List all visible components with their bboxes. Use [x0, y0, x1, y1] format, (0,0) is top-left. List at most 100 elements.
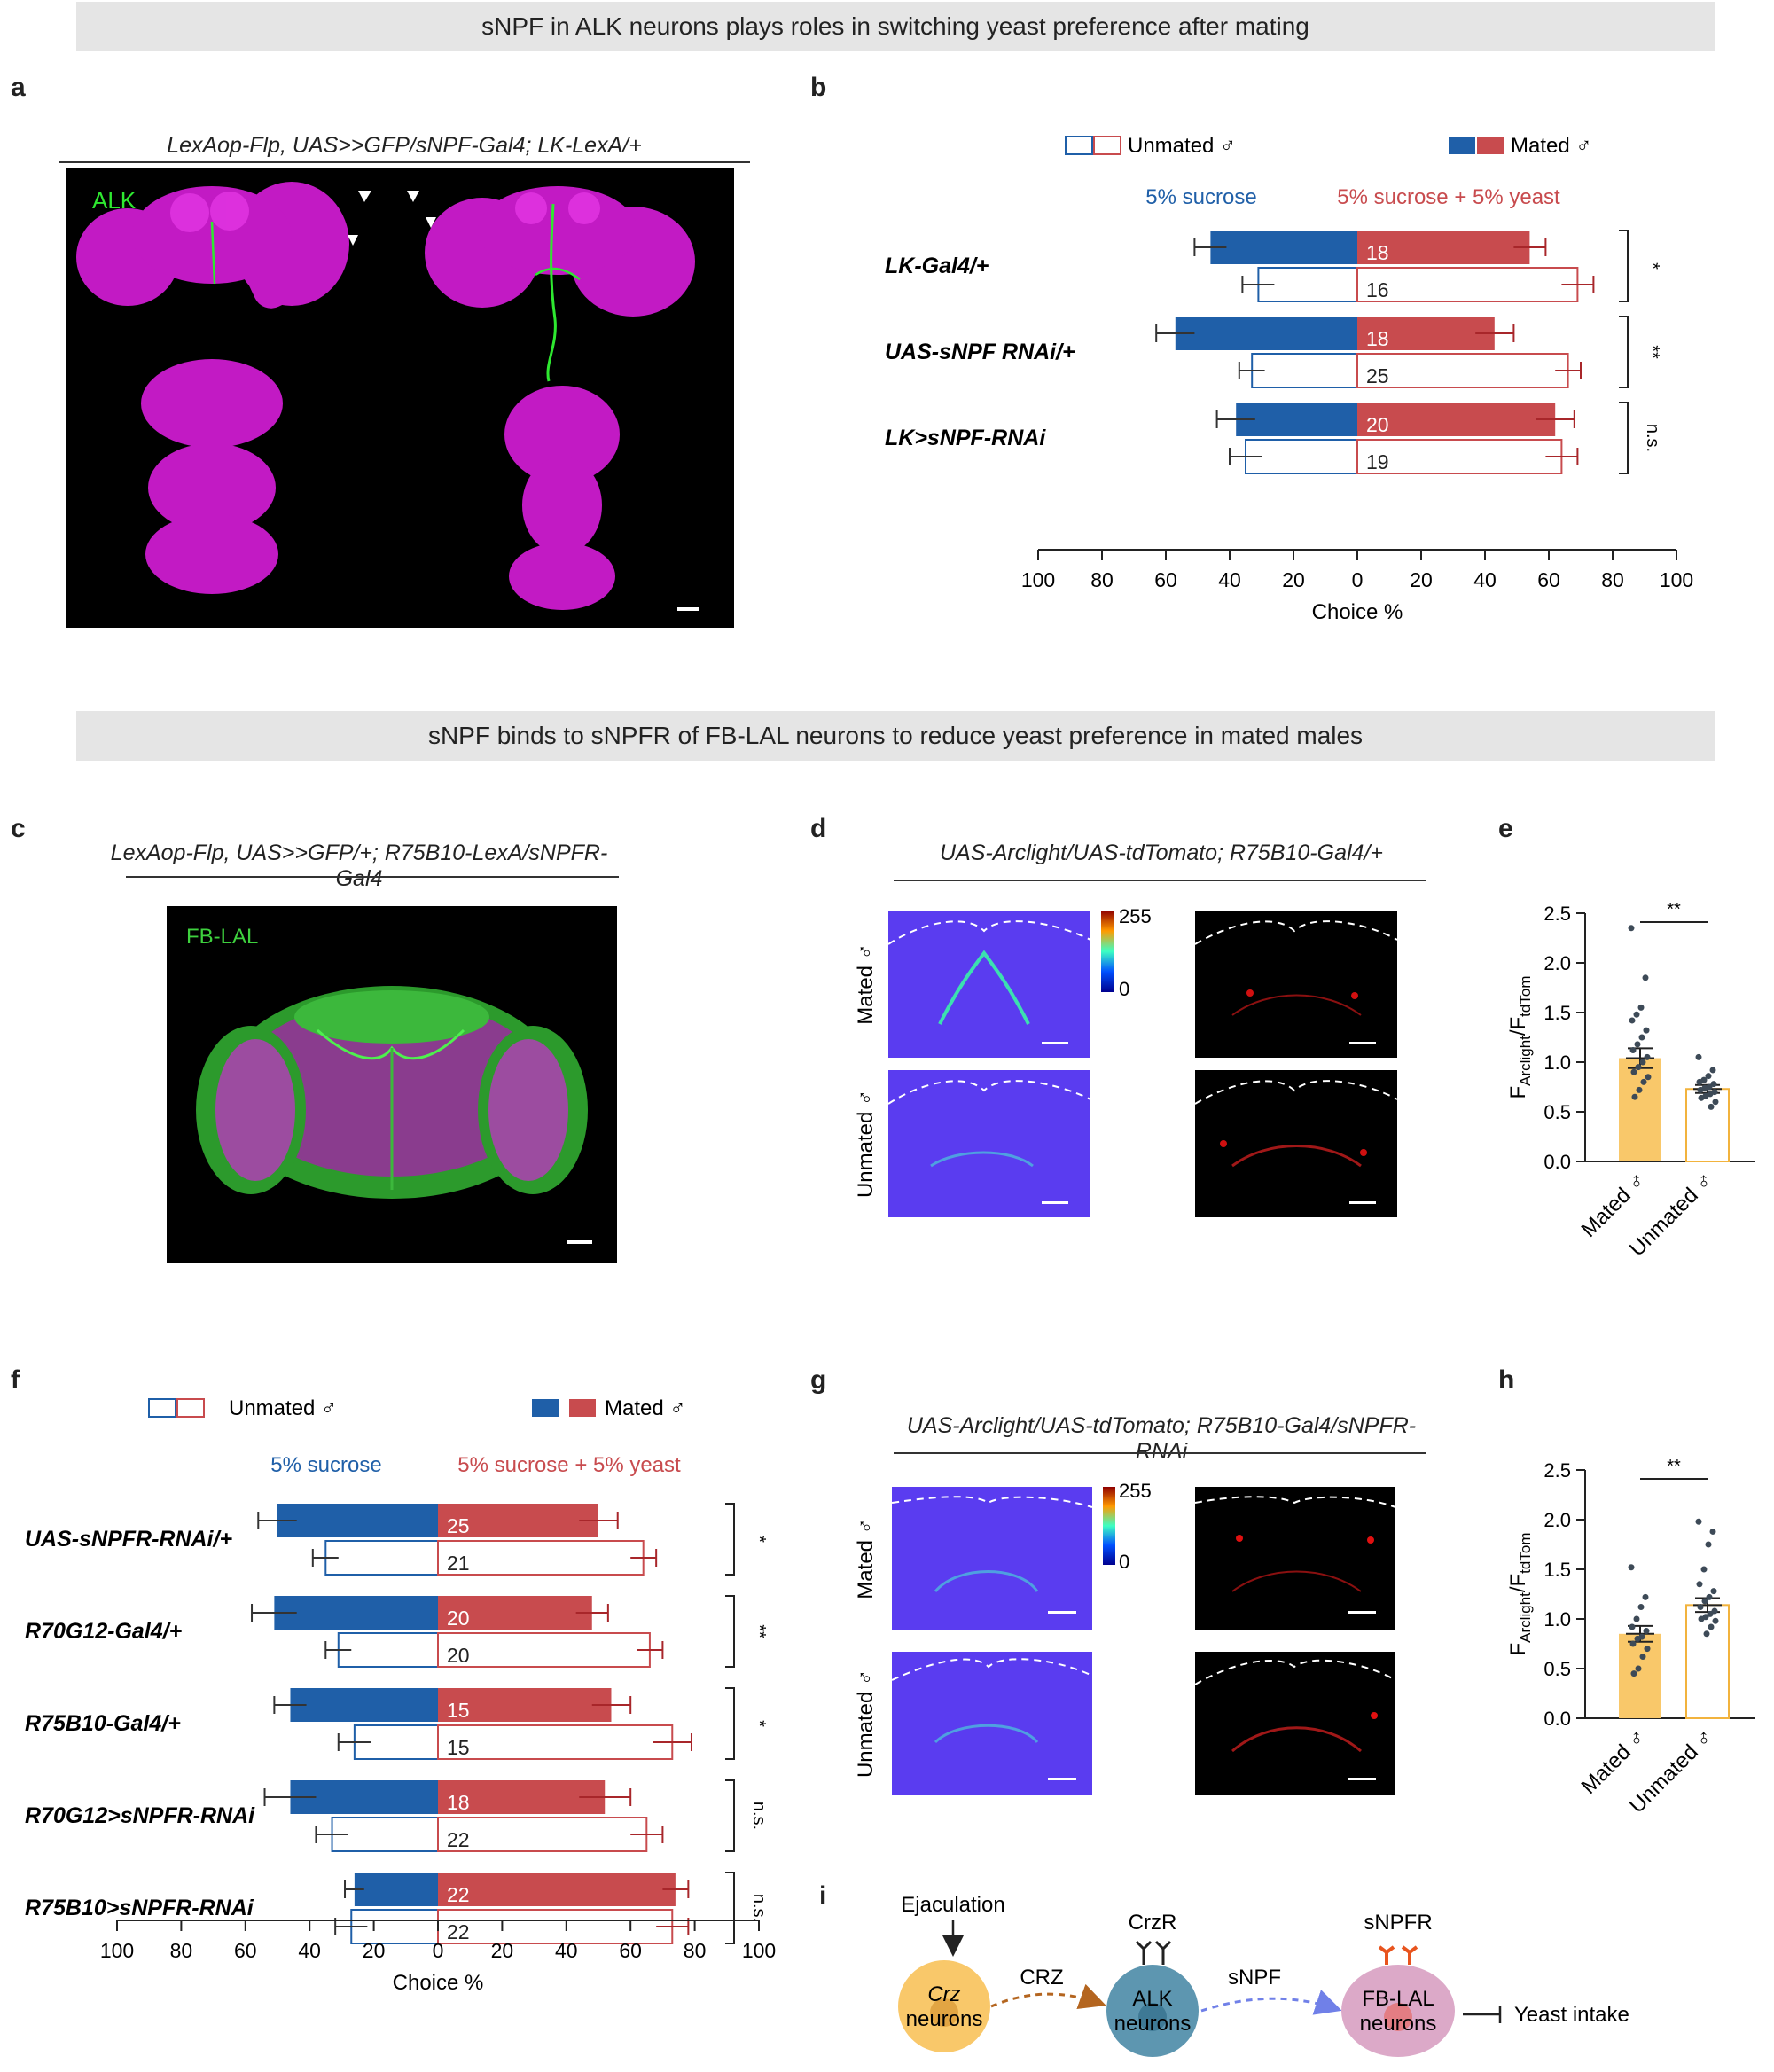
- y-tick-label: 2.5: [1543, 903, 1571, 925]
- group-label: LK-Gal4/+: [885, 254, 989, 278]
- y-tick-label: 2.0: [1543, 1509, 1571, 1531]
- data-point: [1642, 974, 1649, 981]
- panel-i-diagram: Ejaculation Crz neurons CRZ CrzR ALK neu…: [898, 1893, 1629, 2057]
- panel-g-row-mated: Mated ♂: [854, 1518, 878, 1599]
- alk-neurons-label: neurons: [1114, 2012, 1192, 2036]
- y-axis-label-part: /F: [1506, 1574, 1530, 1592]
- snpf-arrow: [1200, 1990, 1342, 2015]
- data-point: [1706, 1593, 1713, 1600]
- snpfr-label: sNPFR: [1364, 1911, 1432, 1935]
- panel-g-tdtomato-mated: [1194, 1487, 1396, 1630]
- panel-g-images: 255 0 Mated ♂ Unmated ♂: [854, 1480, 1396, 1795]
- y-axis-label: FArclight/FtdTom: [1506, 976, 1534, 1099]
- significance-bracket: [725, 1779, 735, 1852]
- unmated-sucrose-bar: [1257, 267, 1358, 302]
- legend-mated-label: Mated ♂: [605, 1396, 685, 1420]
- mated-n-label: 22: [447, 1883, 470, 1906]
- significance-label: **: [749, 1624, 769, 1638]
- panel-d-row-unmated: Unmated ♂: [854, 1090, 878, 1198]
- panel-d-pseudocolor-unmated: [887, 1070, 1091, 1217]
- x-tick-label: 40: [1473, 568, 1497, 591]
- fblal-label: FB-LAL: [1362, 1987, 1434, 2011]
- panel-a-label: ALK: [92, 187, 137, 214]
- legend-unmated-red-swatch: [1093, 136, 1121, 155]
- significance-label: **: [1643, 345, 1662, 359]
- mated-sucrose-bar: [354, 1873, 438, 1906]
- bar-unmated: [1685, 1088, 1730, 1162]
- panel-g-cbar-max: 255: [1119, 1480, 1152, 1502]
- x-tick-label: 40: [298, 1939, 321, 1962]
- x-tick-label: 0: [433, 1939, 444, 1962]
- y-tick-label: 2.5: [1543, 1459, 1571, 1482]
- data-point: [1629, 1047, 1637, 1054]
- yeast-intake-label: Yeast intake: [1514, 2003, 1629, 2027]
- data-point: [1639, 1059, 1646, 1066]
- data-point: [1695, 1518, 1702, 1525]
- panel-d-rule: [894, 880, 1426, 881]
- mated-n-label: 18: [1366, 327, 1389, 350]
- mated-yeast-bar: [1357, 317, 1495, 350]
- panel-g-pseudocolor-unmated: [891, 1652, 1093, 1795]
- panel-c-title: LexAop-Flp, UAS>>GFP/+; R75B10-LexA/sNPF…: [110, 841, 608, 891]
- unmated-yeast-bar: [437, 1724, 674, 1760]
- panel-d-colorbar: [1101, 911, 1114, 992]
- data-point: [1644, 1646, 1651, 1653]
- data-point: [1698, 1094, 1705, 1101]
- legend-mated-label: Mated ♂: [1511, 134, 1591, 158]
- significance-bracket: [725, 1595, 735, 1668]
- panel-d-row-mated: Mated ♂: [854, 943, 878, 1024]
- x-tick-label: 80: [1090, 568, 1114, 591]
- fblal-neurons-label: neurons: [1360, 2012, 1437, 2036]
- panel-a-title: LexAop-Flp, UAS>>GFP/sNPF-Gal4; LK-LexA/…: [167, 133, 642, 158]
- significance-label: n.s.: [1643, 424, 1662, 452]
- data-point: [1710, 1588, 1717, 1595]
- panel-d-pseudocolor-mated: [887, 911, 1091, 1058]
- x-tick-label: 40: [1218, 568, 1241, 591]
- legend-unmated-label: Unmated ♂: [1128, 134, 1236, 158]
- mated-sucrose-bar: [1175, 317, 1357, 350]
- data-point: [1643, 1627, 1650, 1634]
- unmated-n-label: 22: [447, 1920, 470, 1943]
- legend-mated-blue-swatch: [532, 1399, 559, 1417]
- data-point: [1701, 1598, 1708, 1605]
- data-point: [1630, 1670, 1637, 1677]
- significance-label: *: [749, 1720, 769, 1727]
- mated-yeast-bar: [1357, 403, 1556, 436]
- mated-yeast-bar: [438, 1688, 612, 1722]
- y-axis-label-part: tdTom: [1517, 976, 1534, 1017]
- x-tick-label: 60: [1537, 568, 1560, 591]
- data-point: [1697, 1604, 1704, 1611]
- bar-mated: [1619, 1633, 1661, 1718]
- crz-neuron-node: Crz neurons: [898, 1960, 990, 2052]
- data-point: [1698, 1615, 1705, 1622]
- mated-n-label: 15: [447, 1699, 470, 1722]
- legend-mated-blue-swatch: [1449, 137, 1475, 154]
- panel-label-a: a: [11, 73, 26, 102]
- alk-label: ALK: [1132, 1987, 1172, 2011]
- data-point: [1696, 1581, 1703, 1588]
- panel-g-row-unmated: Unmated ♂: [854, 1669, 878, 1778]
- mated-n-label: 18: [1366, 241, 1389, 264]
- unmated-n-label: 16: [1366, 278, 1389, 301]
- group-label: UAS-sNPF RNAi/+: [885, 340, 1075, 364]
- data-point: [1712, 1617, 1719, 1624]
- bar-unmated: [1685, 1604, 1730, 1720]
- unmated-yeast-bar: [437, 1540, 645, 1576]
- unmated-n-label: 25: [1366, 364, 1389, 387]
- panel-d-images: 255 0 Mated ♂ Unmated ♂: [854, 905, 1398, 1217]
- panel-label-e: e: [1498, 814, 1513, 843]
- mated-n-label: 18: [447, 1791, 470, 1814]
- y-axis-label: FArclight/FtdTom: [1506, 1533, 1534, 1656]
- unmated-yeast-bar: [1356, 439, 1563, 474]
- data-point: [1635, 1665, 1642, 1672]
- significance-label: n.s.: [749, 1894, 769, 1922]
- snpf-arrow-label: sNPF: [1228, 1966, 1281, 1990]
- y-tick-label: 1.5: [1543, 1002, 1571, 1024]
- x-tick-label: 60: [234, 1939, 257, 1962]
- y-tick-label: 1.0: [1543, 1052, 1571, 1074]
- x-tick-label: 40: [555, 1939, 578, 1962]
- data-point: [1710, 1081, 1717, 1088]
- data-point: [1705, 1073, 1712, 1080]
- section-banner-top: sNPF in ALK neurons plays roles in switc…: [76, 2, 1715, 51]
- data-point: [1695, 1053, 1702, 1060]
